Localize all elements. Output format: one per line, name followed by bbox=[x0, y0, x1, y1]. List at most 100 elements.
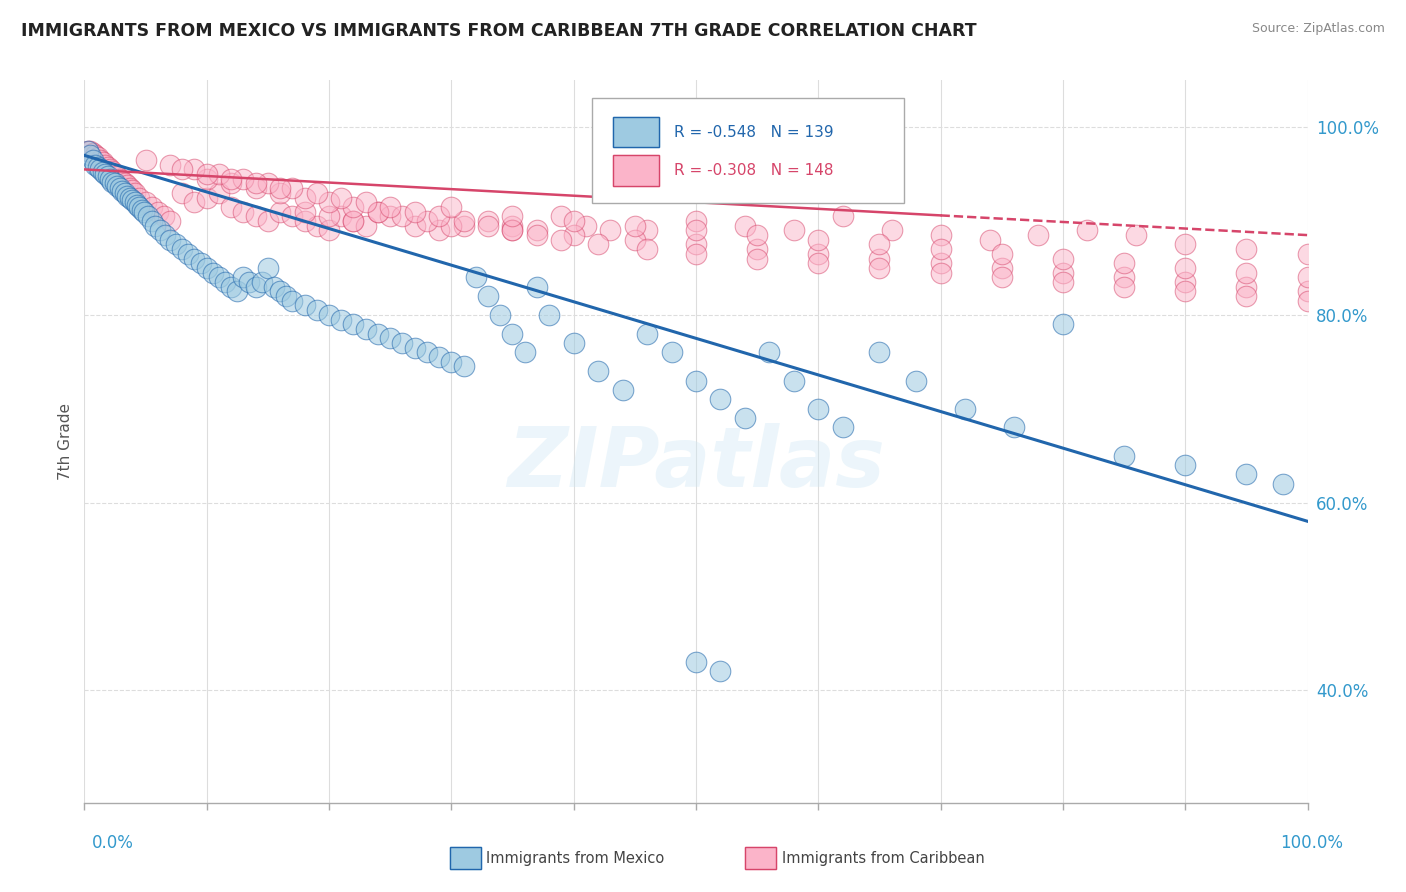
Point bbox=[91, 155, 114, 169]
Point bbox=[342, 200, 364, 214]
Point bbox=[685, 237, 707, 252]
Point bbox=[1272, 476, 1295, 491]
Point bbox=[1296, 293, 1319, 308]
Point bbox=[104, 177, 127, 191]
Point bbox=[709, 392, 731, 407]
Point bbox=[758, 345, 780, 359]
Point bbox=[599, 223, 621, 237]
Point bbox=[929, 256, 952, 270]
Point bbox=[404, 341, 426, 355]
Point bbox=[502, 326, 524, 341]
Point bbox=[1028, 228, 1050, 243]
Point bbox=[502, 219, 524, 233]
Point bbox=[121, 183, 143, 197]
Point bbox=[98, 162, 121, 177]
Point bbox=[87, 150, 110, 164]
Point bbox=[201, 266, 224, 280]
Point bbox=[367, 326, 389, 341]
Point bbox=[562, 336, 585, 351]
Point bbox=[159, 214, 181, 228]
Text: R = -0.308   N = 148: R = -0.308 N = 148 bbox=[673, 163, 834, 178]
Point bbox=[526, 228, 548, 243]
Point bbox=[84, 148, 107, 162]
Point bbox=[318, 210, 340, 224]
Point bbox=[391, 336, 413, 351]
Point bbox=[1052, 275, 1074, 289]
Text: 0.0%: 0.0% bbox=[91, 834, 134, 852]
Point bbox=[1114, 279, 1136, 293]
Point bbox=[416, 345, 439, 359]
Point bbox=[219, 171, 242, 186]
Point bbox=[380, 210, 402, 224]
Point bbox=[636, 242, 658, 256]
Point bbox=[257, 260, 280, 275]
Point bbox=[105, 169, 128, 183]
Point bbox=[214, 275, 236, 289]
Point bbox=[550, 210, 572, 224]
Point bbox=[318, 308, 340, 322]
Point bbox=[489, 308, 512, 322]
Point bbox=[685, 223, 707, 237]
Point bbox=[97, 169, 120, 183]
Point bbox=[991, 260, 1014, 275]
FancyBboxPatch shape bbox=[613, 155, 659, 186]
Point bbox=[427, 210, 450, 224]
Point bbox=[195, 171, 218, 186]
Point bbox=[905, 374, 928, 388]
Point bbox=[586, 364, 609, 378]
Point bbox=[330, 312, 353, 326]
Point bbox=[91, 165, 114, 179]
Point bbox=[263, 279, 285, 293]
Point bbox=[354, 195, 377, 210]
Point bbox=[1236, 279, 1258, 293]
Point bbox=[440, 355, 463, 369]
Point bbox=[250, 275, 273, 289]
Point bbox=[79, 148, 101, 162]
Point bbox=[165, 237, 187, 252]
Point bbox=[636, 326, 658, 341]
Point bbox=[367, 204, 389, 219]
Point bbox=[84, 158, 107, 172]
Point bbox=[464, 270, 486, 285]
Point bbox=[1236, 266, 1258, 280]
Point bbox=[1002, 420, 1025, 434]
Point bbox=[991, 247, 1014, 261]
Point bbox=[125, 198, 148, 212]
Point bbox=[135, 195, 157, 210]
Point bbox=[143, 219, 166, 233]
Point bbox=[172, 162, 194, 177]
Point bbox=[354, 322, 377, 336]
Point bbox=[208, 186, 231, 200]
Point bbox=[1174, 275, 1197, 289]
Point bbox=[159, 233, 181, 247]
Point bbox=[245, 210, 267, 224]
Point bbox=[1174, 285, 1197, 299]
Point bbox=[134, 204, 156, 219]
Point bbox=[135, 153, 157, 167]
Point bbox=[98, 171, 121, 186]
Point bbox=[108, 181, 131, 195]
Point bbox=[305, 186, 328, 200]
Point bbox=[232, 270, 254, 285]
Point bbox=[869, 237, 891, 252]
Point bbox=[305, 219, 328, 233]
Point bbox=[94, 167, 117, 181]
Point bbox=[232, 204, 254, 219]
Point bbox=[612, 383, 634, 397]
Point bbox=[953, 401, 976, 416]
Point bbox=[257, 214, 280, 228]
Point bbox=[121, 194, 143, 208]
Point bbox=[783, 374, 806, 388]
Point bbox=[440, 219, 463, 233]
Point bbox=[367, 204, 389, 219]
Point bbox=[391, 210, 413, 224]
Point bbox=[305, 303, 328, 318]
Point bbox=[149, 223, 172, 237]
Point bbox=[97, 160, 120, 174]
Point bbox=[807, 233, 830, 247]
Point bbox=[89, 162, 111, 177]
Point bbox=[269, 285, 291, 299]
Point bbox=[82, 153, 104, 167]
Point bbox=[1174, 260, 1197, 275]
Point bbox=[77, 144, 100, 158]
